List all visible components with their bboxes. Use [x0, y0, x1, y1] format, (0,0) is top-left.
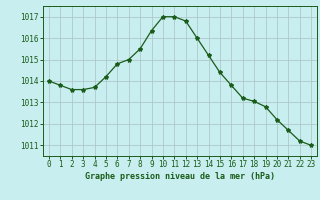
X-axis label: Graphe pression niveau de la mer (hPa): Graphe pression niveau de la mer (hPa): [85, 172, 275, 181]
